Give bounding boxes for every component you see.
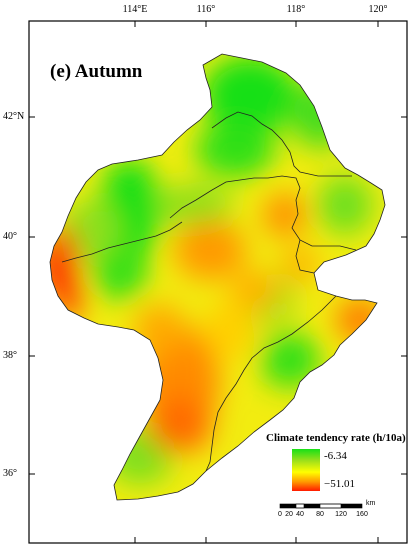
province-boundaries [49,53,386,501]
boundary-tianjin [295,239,315,274]
boundary-west [61,221,183,263]
heat-blob [282,247,318,283]
legend-color-ramp [292,449,320,491]
boundary-north [211,111,352,177]
lon-tick-label: 120° [368,4,388,15]
lon-tick-label: 116° [196,4,216,15]
heat-blob [231,270,279,310]
lon-tick-label: 114°E [122,4,148,15]
lat-tick-label: 36° [3,468,17,479]
legend-max-label: -6.34 [324,450,347,462]
scale-label: 160 [356,511,368,518]
legend-min-label: −51.01 [324,478,355,490]
heat-blob [157,183,233,227]
scale-label: 80 [316,511,324,518]
scale-unit: km [366,500,376,507]
heat-blob [260,332,320,388]
heat-blob [148,397,212,453]
lon-tick-label: 118° [286,4,306,15]
heat-blob [174,220,246,280]
graticule-ticks [29,21,407,543]
boundary-shandong [205,295,337,472]
scale-label: 40 [296,511,304,518]
legend-title: Climate tendency rate (h/10a) [266,432,406,444]
heat-blob [204,300,256,360]
lat-tick-label: 40° [3,231,17,242]
scale-label: 20 [285,511,293,518]
heat-blob [202,55,298,135]
lat-tick-label: 38° [3,350,17,361]
scale-label: 120 [335,511,347,518]
map-frame [28,20,408,544]
scale-label: 0 [278,511,282,518]
heat-blob [263,193,307,237]
boundary-beijing [169,175,357,251]
lat-tick-label: 42°N [3,111,25,122]
heat-blob [195,122,275,178]
panel-title: (e) Autumn [50,61,143,82]
heat-blob [317,175,373,235]
